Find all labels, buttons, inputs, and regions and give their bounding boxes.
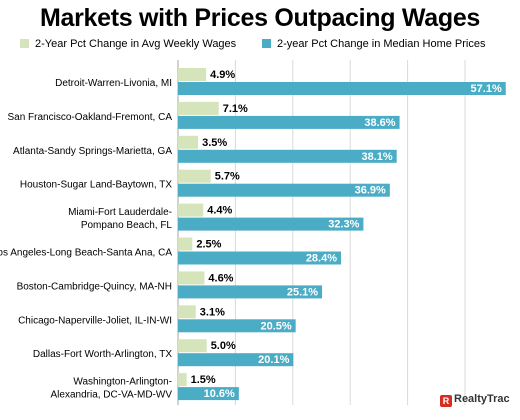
- data-label-wages: 2.5%: [196, 239, 221, 251]
- data-label-home-prices: 32.3%: [328, 219, 359, 231]
- legend-swatch-wages: [20, 39, 29, 48]
- bar-home-prices: [178, 251, 342, 265]
- data-label-home-prices: 57.1%: [471, 83, 502, 95]
- bar-home-prices: [178, 217, 364, 231]
- bar-home-prices: [178, 353, 294, 367]
- data-label-home-prices: 25.1%: [287, 286, 318, 298]
- legend-label-wages: 2-Year Pct Change in Avg Weekly Wages: [35, 38, 237, 50]
- category-label: Detroit-Warren-Livonia, MI: [55, 78, 172, 89]
- bar-home-prices: [178, 115, 400, 129]
- data-label-wages: 5.7%: [215, 171, 240, 183]
- bar-wages: [178, 135, 199, 149]
- legend-label-home-prices: 2-year Pct Change in Median Home Prices: [277, 38, 486, 50]
- data-label-wages: 4.9%: [210, 69, 235, 81]
- bar-home-prices: [178, 387, 239, 401]
- category-label: Miami-Fort Lauderdale-: [68, 207, 172, 218]
- legend-item-wages: 2-Year Pct Change in Avg Weekly Wages: [20, 38, 236, 50]
- chart-title: Markets with Prices Outpacing Wages: [39, 4, 481, 32]
- bar-wages: [178, 169, 211, 183]
- logo-mark-icon: R: [440, 395, 452, 407]
- category-label: Chicago-Naperville-Joliet, IL-IN-WI: [18, 315, 172, 326]
- data-label-wages: 4.6%: [208, 272, 233, 284]
- bar-wages: [178, 271, 205, 285]
- category-label: Houston-Sugar Land-Baytown, TX: [20, 180, 172, 191]
- category-label: Alexandria, DC-VA-MD-WV: [51, 390, 173, 401]
- category-label: Washington-Arlington-: [73, 377, 172, 388]
- bar-home-prices: [178, 183, 390, 197]
- data-label-home-prices: 20.1%: [258, 354, 289, 366]
- data-label-wages: 4.4%: [207, 205, 232, 217]
- bar-home-prices: [178, 149, 397, 163]
- data-label-home-prices: 20.5%: [260, 320, 291, 332]
- category-label: San Francisco-Oakland-Fremont, CA: [7, 112, 172, 123]
- bar-wages: [178, 237, 193, 251]
- category-label: Dallas-Fort Worth-Arlington, TX: [33, 349, 172, 360]
- data-label-wages: 1.5%: [191, 374, 216, 386]
- category-label: Boston-Cambridge-Quincy, MA-NH: [17, 281, 172, 292]
- logo-text: RealtyTrac: [454, 393, 510, 405]
- data-label-wages: 7.1%: [223, 103, 248, 115]
- category-label: Atlanta-Sandy Springs-Marietta, GA: [13, 146, 172, 157]
- category-label: Los Angeles-Long Beach-Santa Ana, CA: [0, 247, 172, 258]
- legend-item-home-prices: 2-year Pct Change in Median Home Prices: [262, 38, 485, 50]
- bar-home-prices: [178, 82, 506, 95]
- bar-wages: [178, 305, 196, 319]
- category-label: Pompano Beach, FL: [81, 220, 173, 231]
- bar-wages: [178, 339, 207, 353]
- bar-wages: [178, 203, 204, 217]
- data-label-wages: 3.1%: [200, 306, 225, 318]
- bar-wages: [178, 68, 207, 81]
- legend-swatch-home-prices: [262, 39, 271, 48]
- data-label-home-prices: 36.9%: [355, 185, 386, 197]
- data-label-wages: 5.0%: [211, 340, 236, 352]
- bar-wages: [178, 101, 219, 115]
- bar-home-prices: [178, 285, 323, 299]
- data-label-home-prices: 38.6%: [364, 117, 395, 129]
- data-label-home-prices: 10.6%: [204, 388, 235, 400]
- data-label-wages: 3.5%: [202, 137, 227, 149]
- data-label-home-prices: 28.4%: [306, 253, 337, 265]
- data-label-home-prices: 38.1%: [361, 151, 392, 163]
- bar-home-prices: [178, 319, 296, 333]
- bar-wages: [178, 373, 187, 387]
- realtytrac-logo: R RealtyTrac: [440, 393, 510, 407]
